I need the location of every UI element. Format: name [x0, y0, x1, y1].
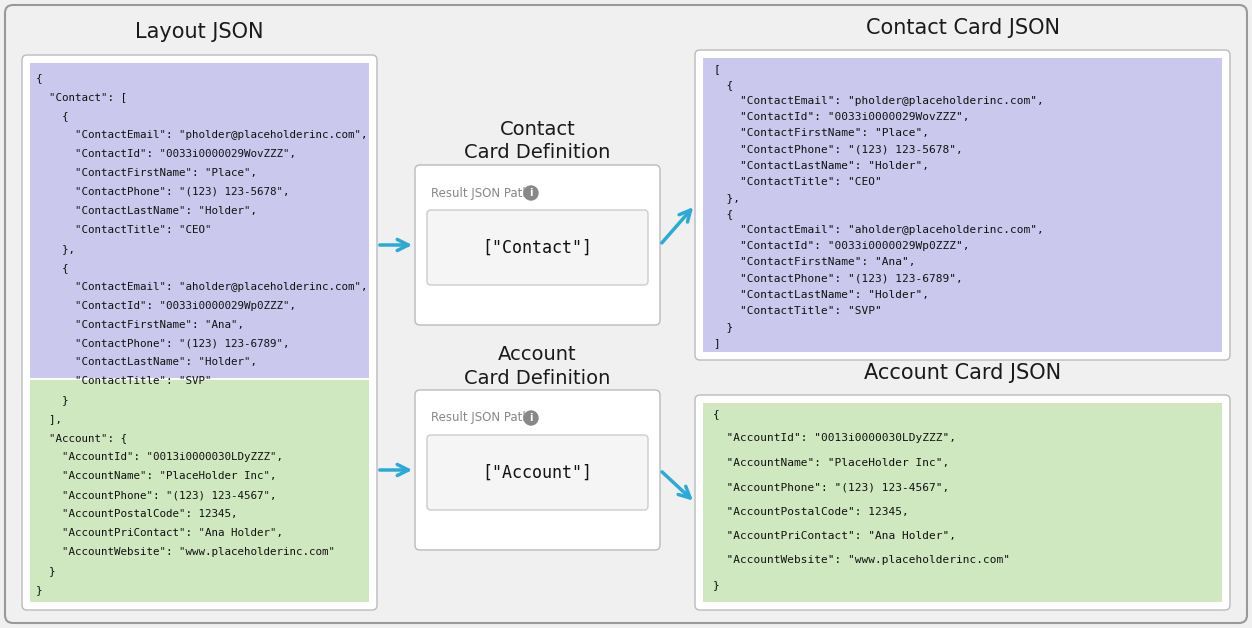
Text: {: { [36, 111, 69, 121]
Text: "AccountWebsite": "www.placeholderinc.com": "AccountWebsite": "www.placeholderinc.co… [712, 555, 1010, 565]
Text: }: } [36, 396, 69, 406]
Text: }: } [36, 566, 55, 576]
Text: "ContactEmail": "aholder@placeholderinc.com",: "ContactEmail": "aholder@placeholderinc.… [36, 281, 368, 291]
Text: "ContactFirstName": "Ana",: "ContactFirstName": "Ana", [36, 320, 244, 330]
Text: "ContactFirstName": "Ana",: "ContactFirstName": "Ana", [712, 257, 915, 268]
Text: "ContactFirstName": "Place",: "ContactFirstName": "Place", [36, 168, 257, 178]
Text: Result JSON Path: Result JSON Path [431, 411, 530, 425]
Text: i: i [530, 188, 533, 198]
Text: "ContactEmail": "pholder@placeholderinc.com",: "ContactEmail": "pholder@placeholderinc.… [712, 96, 1044, 106]
Text: {: { [712, 209, 734, 219]
Text: ["Account"]: ["Account"] [482, 463, 592, 482]
Text: "AccountPostalCode": 12345,: "AccountPostalCode": 12345, [712, 507, 909, 516]
FancyBboxPatch shape [23, 55, 377, 610]
Text: "ContactTitle": "SVP": "ContactTitle": "SVP" [36, 376, 212, 386]
Text: "AccountPhone": "(123) 123-4567",: "AccountPhone": "(123) 123-4567", [36, 490, 277, 501]
Bar [30, 63, 369, 378]
Circle shape [525, 186, 538, 200]
Text: "ContactId": "0033i0000029WovZZZ",: "ContactId": "0033i0000029WovZZZ", [712, 112, 969, 122]
Text: "AccountPostalCode": 12345,: "AccountPostalCode": 12345, [36, 509, 238, 519]
Text: "Account": {: "Account": { [36, 433, 126, 443]
Text: "ContactLastName": "Holder",: "ContactLastName": "Holder", [712, 290, 929, 300]
Text: [: [ [712, 64, 720, 74]
Text: "AccountName": "PlaceHolder Inc",: "AccountName": "PlaceHolder Inc", [36, 471, 277, 481]
Text: "Contact": [: "Contact": [ [36, 92, 126, 102]
Text: }: } [712, 580, 720, 590]
Text: "AccountPhone": "(123) 123-4567",: "AccountPhone": "(123) 123-4567", [712, 482, 949, 492]
Text: Result JSON Path: Result JSON Path [431, 187, 530, 200]
Text: "ContactPhone": "(123) 123-5678",: "ContactPhone": "(123) 123-5678", [36, 187, 289, 197]
Text: {: { [712, 80, 734, 90]
FancyBboxPatch shape [695, 50, 1229, 360]
Text: },: }, [712, 193, 740, 203]
Text: "AccountId": "0013i0000030LDyZZZ",: "AccountId": "0013i0000030LDyZZZ", [712, 433, 957, 443]
Text: "ContactId": "0033i0000029Wp0ZZZ",: "ContactId": "0033i0000029Wp0ZZZ", [712, 241, 969, 251]
Bar [704, 403, 1222, 602]
Text: "ContactPhone": "(123) 123-6789",: "ContactPhone": "(123) 123-6789", [712, 273, 963, 283]
Text: ]: ] [712, 338, 720, 348]
Text: "ContactId": "0033i0000029Wp0ZZZ",: "ContactId": "0033i0000029Wp0ZZZ", [36, 301, 295, 311]
Text: },: }, [36, 244, 75, 254]
Text: "AccountPriContact": "Ana Holder",: "AccountPriContact": "Ana Holder", [712, 531, 957, 541]
Text: "ContactTitle": "SVP": "ContactTitle": "SVP" [712, 306, 881, 316]
Bar [704, 58, 1222, 352]
Text: "AccountWebsite": "www.placeholderinc.com": "AccountWebsite": "www.placeholderinc.co… [36, 547, 336, 557]
Text: Account
Card Definition: Account Card Definition [464, 345, 611, 387]
Text: "AccountName": "PlaceHolder Inc",: "AccountName": "PlaceHolder Inc", [712, 458, 949, 468]
Text: "ContactEmail": "aholder@placeholderinc.com",: "ContactEmail": "aholder@placeholderinc.… [712, 225, 1044, 235]
Text: Contact
Card Definition: Contact Card Definition [464, 120, 611, 163]
Text: {: { [36, 263, 69, 273]
Text: "ContactFirstName": "Place",: "ContactFirstName": "Place", [712, 129, 929, 138]
FancyBboxPatch shape [414, 390, 660, 550]
Text: "ContactLastName": "Holder",: "ContactLastName": "Holder", [36, 357, 257, 367]
Text: ],: ], [36, 414, 63, 425]
Circle shape [525, 411, 538, 425]
FancyBboxPatch shape [414, 165, 660, 325]
Text: "ContactPhone": "(123) 123-5678",: "ContactPhone": "(123) 123-5678", [712, 144, 963, 154]
Text: "ContactTitle": "CEO": "ContactTitle": "CEO" [712, 176, 881, 187]
Text: "ContactLastName": "Holder",: "ContactLastName": "Holder", [712, 161, 929, 171]
Text: "ContactLastName": "Holder",: "ContactLastName": "Holder", [36, 206, 257, 216]
Text: "ContactId": "0033i0000029WovZZZ",: "ContactId": "0033i0000029WovZZZ", [36, 149, 295, 159]
Text: {: { [712, 409, 720, 419]
Text: Account Card JSON: Account Card JSON [864, 363, 1060, 383]
Text: i: i [530, 413, 533, 423]
Text: }: } [712, 322, 734, 332]
Text: "AccountPriContact": "Ana Holder",: "AccountPriContact": "Ana Holder", [36, 528, 283, 538]
FancyBboxPatch shape [695, 395, 1229, 610]
Text: Layout JSON: Layout JSON [135, 22, 264, 42]
Text: Contact Card JSON: Contact Card JSON [865, 18, 1059, 38]
Text: }: } [36, 585, 43, 595]
Text: {: { [36, 73, 43, 83]
Text: "AccountId": "0013i0000030LDyZZZ",: "AccountId": "0013i0000030LDyZZZ", [36, 452, 283, 462]
Bar [30, 380, 369, 602]
Text: "ContactEmail": "pholder@placeholderinc.com",: "ContactEmail": "pholder@placeholderinc.… [36, 130, 368, 140]
Text: "ContactPhone": "(123) 123-6789",: "ContactPhone": "(123) 123-6789", [36, 338, 289, 349]
Text: "ContactTitle": "CEO": "ContactTitle": "CEO" [36, 225, 212, 235]
Text: ["Contact"]: ["Contact"] [482, 239, 592, 256]
FancyBboxPatch shape [5, 5, 1247, 623]
FancyBboxPatch shape [427, 435, 649, 510]
FancyBboxPatch shape [427, 210, 649, 285]
